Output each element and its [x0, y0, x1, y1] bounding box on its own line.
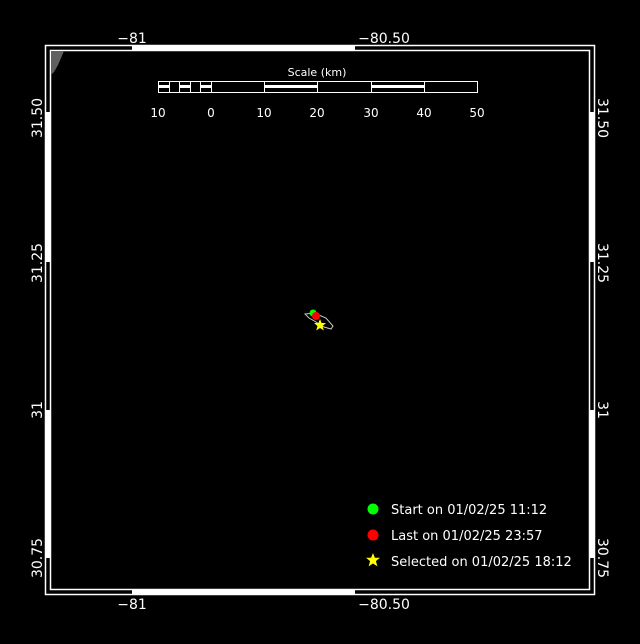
- map-frame: [44, 44, 596, 596]
- legend-star-icon: [366, 553, 380, 567]
- scale-label: 10: [256, 106, 271, 120]
- legend-last-icon: [367, 529, 379, 541]
- border-bar-right: [589, 112, 595, 262]
- legend-selected-label: Selected on 01/02/25 18:12: [391, 555, 572, 570]
- border-bar-top: [132, 45, 355, 51]
- scale-label: 30: [363, 106, 378, 120]
- legend: Start on 01/02/25 11:12 Last on 01/02/25…: [366, 503, 572, 570]
- border-bar-right: [589, 410, 595, 558]
- selected-star-marker: [314, 319, 326, 331]
- legend-start-icon: [367, 503, 379, 515]
- scale-label: 20: [309, 106, 324, 120]
- lon-label-bottom: −80.50: [358, 597, 410, 613]
- land-shading: [51, 51, 64, 75]
- lon-label-top: −81: [117, 31, 147, 47]
- scale-bar: Scale (km) 10 0 10 20 30 40 50: [150, 66, 484, 120]
- border-bar-left: [45, 112, 51, 262]
- legend-last-label: Last on 01/02/25 23:57: [391, 529, 543, 544]
- scale-title: Scale (km): [288, 66, 347, 79]
- lat-label-right: 31.25: [594, 243, 610, 283]
- lat-label-right: 31.50: [594, 98, 610, 138]
- lat-label-left: 31: [30, 401, 46, 419]
- border-bar-left: [45, 410, 51, 558]
- scale-label: 40: [416, 106, 431, 120]
- lon-label-bottom: −81: [117, 597, 147, 613]
- lon-label-top: −80.50: [358, 31, 410, 47]
- scale-label: 0: [207, 106, 215, 120]
- lat-label-right: 30.75: [594, 538, 610, 578]
- border-bar-bottom: [132, 589, 355, 595]
- legend-start-label: Start on 01/02/25 11:12: [391, 503, 547, 518]
- lat-label-left: 30.75: [30, 538, 46, 578]
- lat-label-left: 31.50: [30, 98, 46, 138]
- last-marker: [312, 312, 320, 320]
- scale-label: 50: [469, 106, 484, 120]
- lat-label-right: 31: [594, 401, 610, 419]
- scale-label: 10: [150, 106, 165, 120]
- lat-label-left: 31.25: [30, 243, 46, 283]
